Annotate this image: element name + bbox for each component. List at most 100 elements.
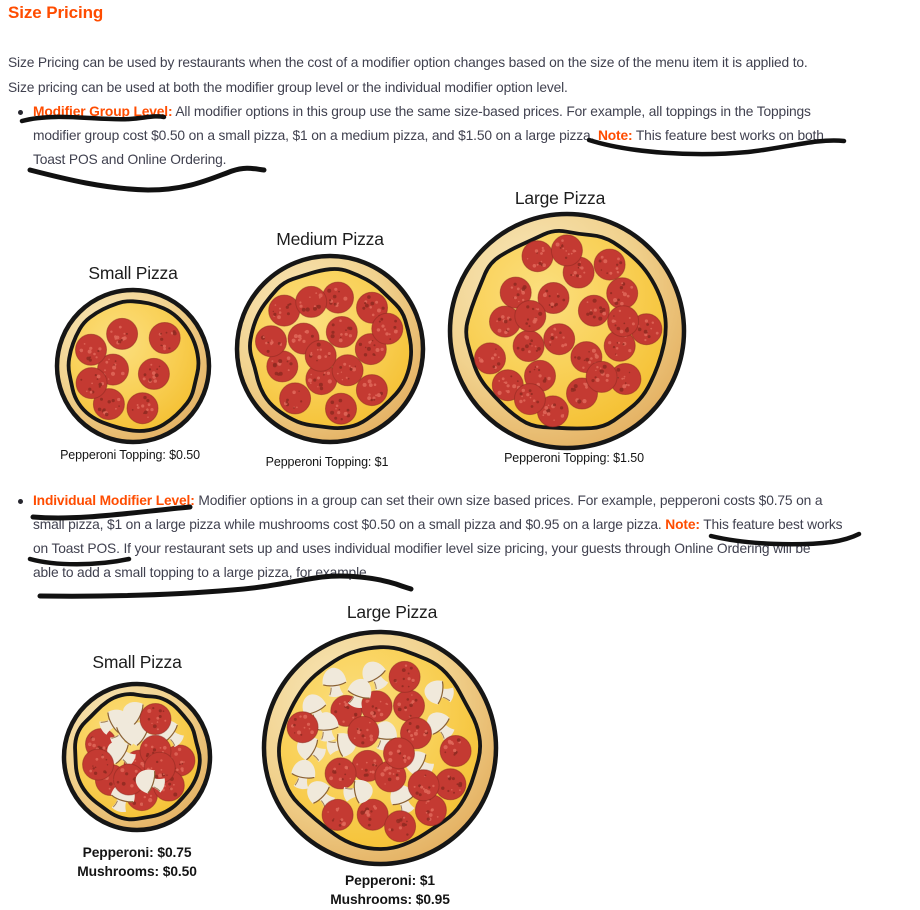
mushroom-topping (347, 678, 372, 709)
pepperoni-topping (371, 312, 404, 345)
mushroom-topping (314, 712, 339, 742)
pepperoni-topping (322, 281, 354, 314)
highlighted-label: Note: (597, 128, 633, 143)
pizza-price-caption: Pepperoni Topping: $1.50 (504, 451, 644, 465)
pizza-price-caption: Pepperoni Topping: $1 (265, 455, 389, 469)
pepperoni-topping (347, 715, 380, 748)
pizza-illustration-large-pizza (447, 211, 687, 451)
pepperoni-topping (82, 748, 115, 781)
pepperoni-topping (75, 333, 107, 366)
pepperoni-topping (489, 305, 521, 338)
pepperoni-topping (305, 363, 338, 396)
pepperoni-topping (325, 392, 357, 425)
pepperoni-topping (75, 367, 108, 400)
bullet-item: Modifier Group Level: All modifier optio… (18, 100, 824, 172)
bullet-text-line: modifier group cost $0.50 on a small piz… (33, 124, 824, 148)
bullet-text: All modifier options in this group use t… (172, 104, 811, 119)
pepperoni-topping (537, 282, 570, 314)
intro-paragraph-2: Size pricing can be used at both the mod… (8, 80, 568, 95)
pepperoni-topping (513, 383, 546, 416)
bullet-text: Modifier options in a group can set thei… (194, 493, 823, 508)
pepperoni-topping (383, 737, 415, 770)
pepperoni-topping (137, 357, 170, 390)
pepperoni-topping (106, 317, 139, 350)
bullet-text: Toast POS and Online Ordering. (33, 152, 227, 167)
highlighted-label: Individual Modifier Level: (33, 493, 195, 508)
pizza-illustration-medium-pizza (234, 253, 426, 445)
pepperoni-topping (577, 294, 610, 327)
pepperoni-topping (331, 354, 364, 387)
pizza-size-label: Large Pizza (346, 602, 438, 622)
pepperoni-topping (607, 305, 640, 338)
pizza-size-label: Small Pizza (88, 263, 178, 283)
pepperoni-topping (356, 798, 389, 831)
pepperoni-topping (593, 248, 626, 281)
pepperoni-topping (255, 325, 287, 358)
pizza-size-label: Medium Pizza (276, 229, 384, 249)
pizza-price-caption: Pepperoni Topping: $0.50 (60, 448, 200, 462)
page-title: Size Pricing (8, 3, 104, 22)
bullet-text-line: able to add a small topping to a large p… (33, 561, 842, 585)
bullet-text: able to add a small topping to a large p… (33, 565, 371, 580)
pepperoni-topping (321, 798, 354, 831)
pepperoni-topping (279, 382, 312, 415)
pepperoni-topping (266, 350, 299, 383)
bullet-text-line: Toast POS and Online Ordering. (33, 148, 824, 172)
pepperoni-topping (606, 277, 639, 310)
pepperoni-topping (393, 689, 425, 722)
bullet-marker (18, 499, 23, 504)
pizza-price-caption: Mushrooms: $0.50 (77, 864, 197, 879)
bullet-marker (18, 110, 23, 115)
bullet-text-line: Individual Modifier Level: Modifier opti… (33, 489, 842, 513)
pepperoni-topping (148, 322, 181, 354)
pepperoni-topping (325, 316, 358, 348)
pizza-price-caption: Mushrooms: $0.95 (330, 892, 450, 907)
pepperoni-topping (268, 294, 301, 327)
highlighted-label: Note: (665, 517, 700, 532)
mushroom-topping (135, 769, 165, 794)
pepperoni-topping (407, 769, 440, 802)
pepperoni-topping (439, 735, 472, 767)
pepperoni-topping (512, 330, 545, 362)
intro-paragraph-1: Size Pricing can be used by restaurants … (8, 55, 808, 70)
pepperoni-topping (126, 392, 159, 425)
mushroom-topping (343, 779, 373, 804)
bullet-text-line: Modifier Group Level: All modifier optio… (33, 100, 824, 124)
mushroom-topping (322, 667, 347, 698)
pepperoni-topping (388, 660, 421, 693)
pepperoni-topping (474, 342, 506, 375)
pizza-size-label: Small Pizza (92, 652, 182, 672)
pepperoni-topping (324, 757, 357, 790)
bullet-text-line: on Toast POS. If your restaurant sets up… (33, 537, 842, 561)
mushroom-topping (362, 661, 389, 691)
bullet-text: This feature best works (699, 517, 843, 532)
pepperoni-topping (521, 240, 554, 273)
pizza-price-caption: Pepperoni: $0.75 (82, 845, 192, 860)
pepperoni-topping (92, 388, 125, 421)
pizza-illustration-small-pizza (54, 287, 212, 445)
pizza-size-label: Large Pizza (514, 188, 606, 208)
pepperoni-topping (295, 285, 328, 318)
highlighted-label: Modifier Group Level: (33, 104, 173, 119)
bullet-item: Individual Modifier Level: Modifier opti… (18, 489, 843, 585)
mushroom-topping (424, 680, 454, 705)
pepperoni-topping (286, 711, 319, 744)
pepperoni-topping (355, 374, 388, 407)
bullet-text-line: small pizza, $1 on a large pizza while m… (33, 513, 843, 537)
mushroom-topping (110, 722, 139, 750)
pizza-illustration-small-pizza (61, 681, 213, 833)
bullet-text: This feature best works on both (632, 128, 824, 143)
pepperoni-topping (384, 810, 417, 843)
pepperoni-topping (514, 300, 547, 332)
bullet-text: on Toast POS. If your restaurant sets up… (33, 541, 811, 556)
pepperoni-topping (304, 339, 337, 372)
pepperoni-topping (499, 276, 532, 309)
bullet-text: small pizza, $1 on a large pizza while m… (33, 517, 666, 532)
pepperoni-topping (139, 703, 172, 735)
pizza-price-caption: Pepperoni: $1 (345, 873, 435, 888)
pepperoni-topping (543, 323, 576, 356)
pepperoni-topping (585, 360, 618, 393)
pizza-illustration-large-pizza (261, 629, 499, 867)
bullet-text: modifier group cost $0.50 on a small piz… (33, 128, 598, 143)
